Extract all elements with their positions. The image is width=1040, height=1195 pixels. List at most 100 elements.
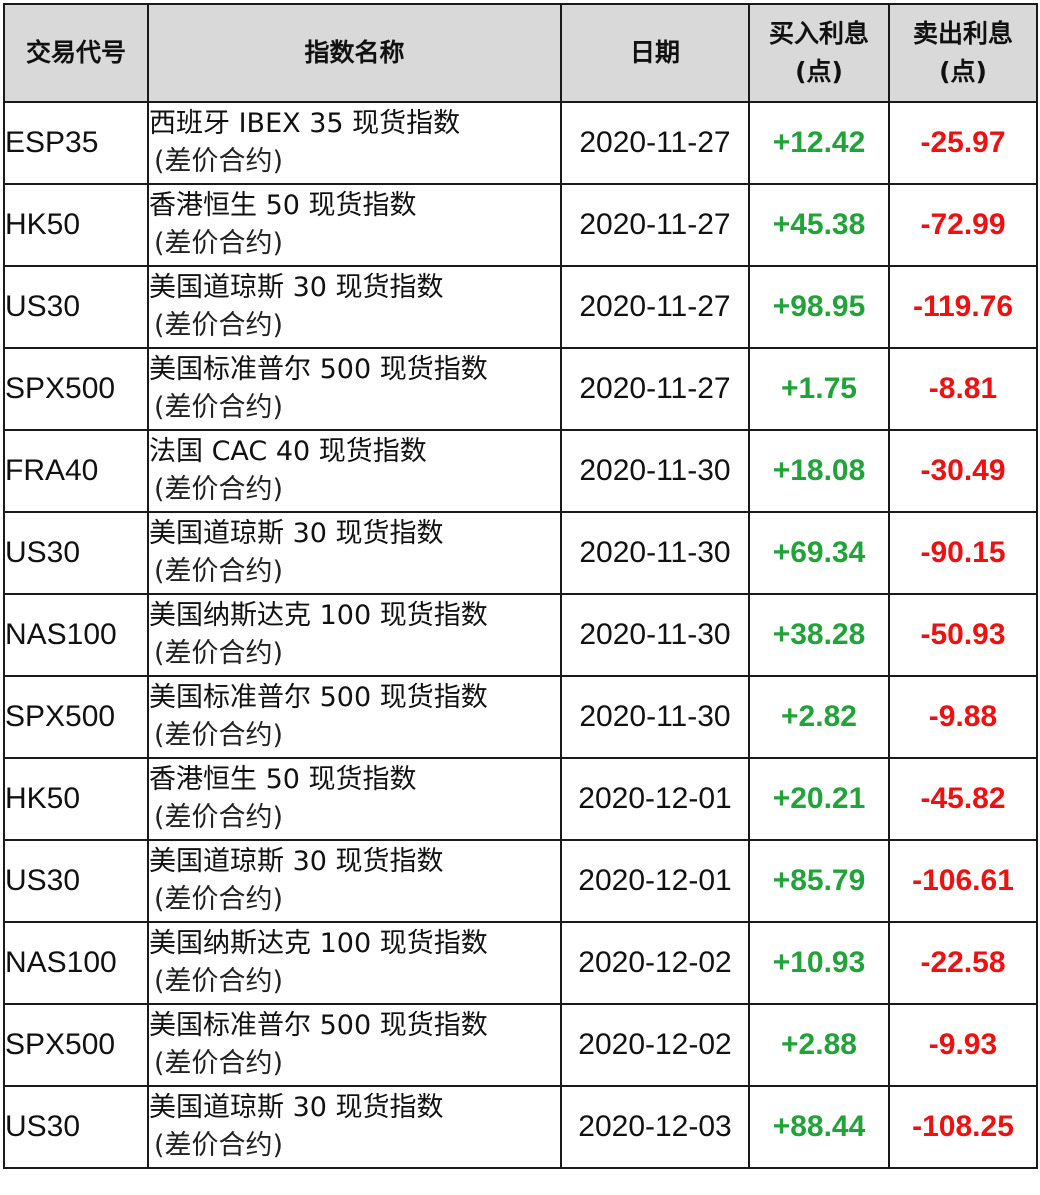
table-row: SPX500 美国标准普尔 500 现货指数 (差价合约) 2020-11-30 +2.…	[3, 675, 1038, 759]
cell-date: 2020-12-02	[560, 921, 750, 1005]
index-name-sub: (差价合约)	[154, 474, 284, 505]
cell-sell-rate: -25.97	[888, 101, 1038, 185]
cell-date: 2020-11-27	[560, 347, 750, 431]
cell-code: US30	[3, 265, 149, 349]
index-name: 香港恒生 50 现货指数	[149, 764, 417, 795]
index-name-sub: (差价合约)	[154, 310, 284, 341]
cell-code: HK50	[3, 183, 149, 267]
index-name-sub: (差价合约)	[154, 720, 284, 751]
cell-date: 2020-11-30	[560, 593, 750, 677]
cell-code: SPX500	[3, 347, 149, 431]
cell-date: 2020-11-27	[560, 183, 750, 267]
cell-name: 西班牙 IBEX 35 现货指数 (差价合约)	[147, 101, 562, 185]
table-row: SPX500 美国标准普尔 500 现货指数 (差价合约) 2020-11-27 +1.…	[3, 347, 1038, 431]
cell-buy-rate: +38.28	[748, 593, 890, 677]
header-date: 日期	[560, 3, 750, 103]
cell-name: 香港恒生 50 现货指数 (差价合约)	[147, 183, 562, 267]
cell-name: 美国纳斯达克 100 现货指数 (差价合约)	[147, 921, 562, 1005]
header-code: 交易代号	[3, 3, 149, 103]
cell-code: SPX500	[3, 1003, 149, 1087]
cell-buy-rate: +98.95	[748, 265, 890, 349]
cell-code: ESP35	[3, 101, 149, 185]
cell-code: NAS100	[3, 921, 149, 1005]
cell-date: 2020-11-30	[560, 511, 750, 595]
header-sell-label: 卖出利息	[912, 19, 1013, 48]
header-sell: 卖出利息 (点)	[888, 3, 1038, 103]
index-name-sub: (差价合约)	[154, 146, 284, 177]
table-row: US30 美国道琼斯 30 现货指数 (差价合约) 2020-11-27 +98.95-…	[3, 265, 1038, 349]
cell-sell-rate: -90.15	[888, 511, 1038, 595]
cell-buy-rate: +20.21	[748, 757, 890, 841]
header-buy-label: 买入利息	[768, 19, 869, 48]
cell-buy-rate: +10.93	[748, 921, 890, 1005]
cell-sell-rate: -30.49	[888, 429, 1038, 513]
cell-buy-rate: +12.42	[748, 101, 890, 185]
cell-name: 美国标准普尔 500 现货指数 (差价合约)	[147, 675, 562, 759]
cell-name: 香港恒生 50 现货指数 (差价合约)	[147, 757, 562, 841]
index-name: 美国标准普尔 500 现货指数	[149, 354, 488, 385]
table-header-row: 交易代号 指数名称 日期 买入利息 (点) 卖出利息 (点)	[3, 3, 1038, 103]
table-body: ESP35 西班牙 IBEX 35 现货指数 (差价合约) 2020-11-27 +12…	[3, 101, 1038, 1169]
cell-name: 美国道琼斯 30 现货指数 (差价合约)	[147, 265, 562, 349]
cell-sell-rate: -50.93	[888, 593, 1038, 677]
table-row: US30 美国道琼斯 30 现货指数 (差价合约) 2020-12-01 +85.79-…	[3, 839, 1038, 923]
index-name-sub: (差价合约)	[154, 1048, 284, 1079]
index-name-sub: (差价合约)	[154, 802, 284, 833]
cell-name: 美国道琼斯 30 现货指数 (差价合约)	[147, 839, 562, 923]
cell-date: 2020-12-03	[560, 1085, 750, 1169]
cell-sell-rate: -22.58	[888, 921, 1038, 1005]
cell-code: SPX500	[3, 675, 149, 759]
index-name: 美国标准普尔 500 现货指数	[149, 682, 488, 713]
cell-code: HK50	[3, 757, 149, 841]
index-name-sub: (差价合约)	[154, 228, 284, 259]
cell-sell-rate: -108.25	[888, 1085, 1038, 1169]
cell-buy-rate: +69.34	[748, 511, 890, 595]
cell-code: US30	[3, 1085, 149, 1169]
table-row: US30 美国道琼斯 30 现货指数 (差价合约) 2020-11-30 +69.34-…	[3, 511, 1038, 595]
cell-sell-rate: -72.99	[888, 183, 1038, 267]
cell-name: 法国 CAC 40 现货指数 (差价合约)	[147, 429, 562, 513]
cell-code: US30	[3, 839, 149, 923]
cell-sell-rate: -119.76	[888, 265, 1038, 349]
cell-name: 美国标准普尔 500 现货指数 (差价合约)	[147, 1003, 562, 1087]
header-name-label: 指数名称	[304, 38, 405, 67]
cell-date: 2020-11-27	[560, 265, 750, 349]
index-name: 美国道琼斯 30 现货指数	[149, 518, 444, 549]
cell-buy-rate: +2.82	[748, 675, 890, 759]
cell-date: 2020-12-01	[560, 757, 750, 841]
cell-sell-rate: -8.81	[888, 347, 1038, 431]
index-name-sub: (差价合约)	[154, 1130, 284, 1161]
cell-date: 2020-12-02	[560, 1003, 750, 1087]
table-row: ESP35 西班牙 IBEX 35 现货指数 (差价合约) 2020-11-27 +12…	[3, 101, 1038, 185]
index-name-sub: (差价合约)	[154, 966, 284, 997]
cell-sell-rate: -9.93	[888, 1003, 1038, 1087]
index-name-sub: (差价合约)	[154, 638, 284, 669]
table-row: FRA40 法国 CAC 40 现货指数 (差价合约) 2020-11-30 +18.0…	[3, 429, 1038, 513]
header-code-label: 交易代号	[25, 38, 126, 67]
table-row: HK50 香港恒生 50 现货指数 (差价合约) 2020-12-01 +20.21 -4…	[3, 757, 1038, 841]
index-name: 美国道琼斯 30 现货指数	[149, 272, 444, 303]
cell-buy-rate: +85.79	[748, 839, 890, 923]
cell-date: 2020-11-30	[560, 675, 750, 759]
cell-date: 2020-11-30	[560, 429, 750, 513]
cell-name: 美国道琼斯 30 现货指数 (差价合约)	[147, 1085, 562, 1169]
table-row: NAS100 美国纳斯达克 100 现货指数 (差价合约) 2020-11-30 +38…	[3, 593, 1038, 677]
cell-code: FRA40	[3, 429, 149, 513]
table-row: NAS100 美国纳斯达克 100 现货指数 (差价合约) 2020-12-02 +10…	[3, 921, 1038, 1005]
cell-name: 美国道琼斯 30 现货指数 (差价合约)	[147, 511, 562, 595]
cell-date: 2020-11-27	[560, 101, 750, 185]
cell-name: 美国纳斯达克 100 现货指数 (差价合约)	[147, 593, 562, 677]
table-row: SPX500 美国标准普尔 500 现货指数 (差价合约) 2020-12-02 +2.…	[3, 1003, 1038, 1087]
header-buy-unit: (点)	[795, 57, 843, 86]
index-name: 西班牙 IBEX 35 现货指数	[149, 108, 461, 139]
cell-buy-rate: +2.88	[748, 1003, 890, 1087]
index-name: 美国道琼斯 30 现货指数	[149, 846, 444, 877]
index-name: 美国道琼斯 30 现货指数	[149, 1092, 444, 1123]
index-name: 美国标准普尔 500 现货指数	[149, 1010, 488, 1041]
cell-sell-rate: -45.82	[888, 757, 1038, 841]
header-buy: 买入利息 (点)	[748, 3, 890, 103]
header-name: 指数名称	[147, 3, 562, 103]
index-name: 美国纳斯达克 100 现货指数	[149, 928, 488, 959]
index-name-sub: (差价合约)	[154, 884, 284, 915]
cell-code: NAS100	[3, 593, 149, 677]
